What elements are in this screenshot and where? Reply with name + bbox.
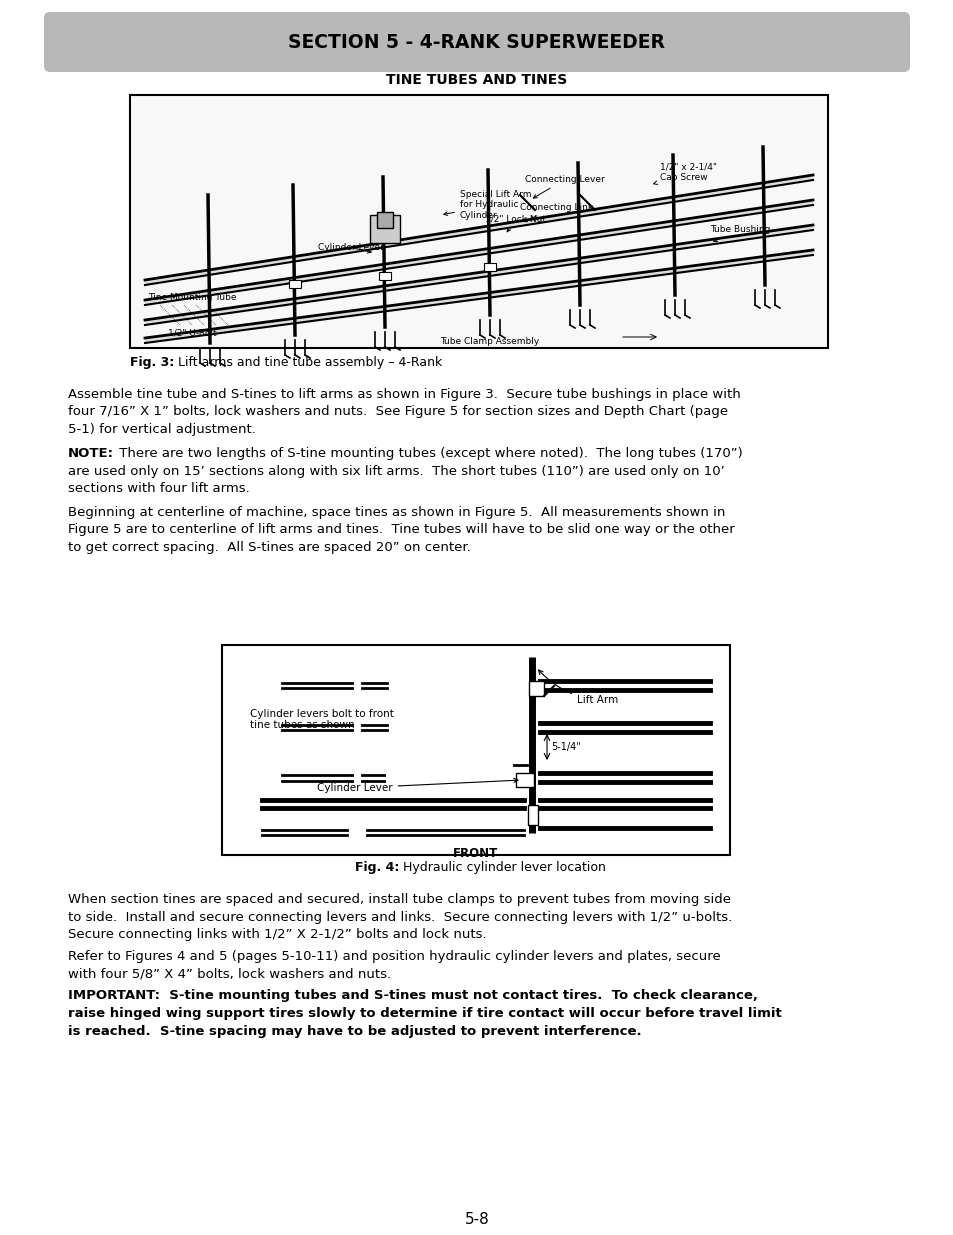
Text: 1/2" x 2-1/4"
Cap Screw: 1/2" x 2-1/4" Cap Screw	[653, 163, 717, 184]
Text: Beginning at centerline of machine, space tines as shown in Figure 5.  All measu: Beginning at centerline of machine, spac…	[68, 506, 724, 519]
Bar	[289, 280, 301, 288]
Text: to get correct spacing.  All S-tines are spaced 20” on center.: to get correct spacing. All S-tines are …	[68, 541, 470, 555]
Text: Tube Clamp Assembly: Tube Clamp Assembly	[439, 337, 538, 346]
Text: to side.  Install and secure connecting levers and links.  Secure connecting lev: to side. Install and secure connecting l…	[68, 910, 732, 924]
Polygon shape	[145, 200, 812, 305]
Text: Fig. 4:: Fig. 4:	[355, 861, 399, 874]
Text: Lift Arm: Lift Arm	[538, 671, 618, 705]
Bar	[376, 212, 393, 228]
Bar	[483, 263, 496, 270]
Text: four 7/16” X 1” bolts, lock washers and nuts.  See Figure 5 for section sizes an: four 7/16” X 1” bolts, lock washers and …	[68, 405, 727, 419]
Text: with four 5/8” X 4” bolts, lock washers and nuts.: with four 5/8” X 4” bolts, lock washers …	[68, 967, 391, 981]
Bar	[529, 680, 543, 697]
Bar	[130, 95, 827, 348]
Text: Tube Bushing: Tube Bushing	[709, 225, 770, 242]
Text: is reached.  S-tine spacing may have to be adjusted to prevent interference.: is reached. S-tine spacing may have to b…	[68, 1025, 641, 1037]
Text: Assemble tine tube and S-tines to lift arms as shown in Figure 3.  Secure tube b: Assemble tine tube and S-tines to lift a…	[68, 388, 740, 401]
Text: Connecting Link: Connecting Link	[519, 203, 593, 222]
Text: Special Lift Arm
for Hydraulic
Cylinder: Special Lift Arm for Hydraulic Cylinder	[443, 190, 531, 220]
Text: Cylinder Lever: Cylinder Lever	[317, 243, 383, 253]
Polygon shape	[145, 225, 812, 325]
Bar	[527, 805, 537, 825]
Bar	[370, 215, 399, 243]
FancyBboxPatch shape	[44, 12, 909, 72]
Text: raise hinged wing support tires slowly to determine if tire contact will occur b: raise hinged wing support tires slowly t…	[68, 1007, 781, 1020]
Text: Secure connecting links with 1/2” X 2-1/2” bolts and lock nuts.: Secure connecting links with 1/2” X 2-1/…	[68, 927, 486, 941]
Bar	[378, 272, 391, 280]
Text: Lift arms and tine tube assembly – 4-Rank: Lift arms and tine tube assembly – 4-Ran…	[170, 356, 442, 369]
Text: SECTION 5 - 4-RANK SUPERWEEDER: SECTION 5 - 4-RANK SUPERWEEDER	[288, 32, 665, 52]
Text: Cylinder Lever: Cylinder Lever	[316, 778, 517, 793]
Text: Cylinder levers bolt to front: Cylinder levers bolt to front	[250, 709, 394, 719]
Text: Tine Mounting Tube: Tine Mounting Tube	[148, 293, 236, 303]
Text: 5-1) for vertical adjustment.: 5-1) for vertical adjustment.	[68, 424, 255, 436]
Text: are used only on 15’ sections along with six lift arms.  The short tubes (110”) : are used only on 15’ sections along with…	[68, 464, 724, 478]
Text: 5-1/4": 5-1/4"	[551, 742, 580, 752]
Text: NOTE:: NOTE:	[68, 447, 113, 459]
Polygon shape	[145, 249, 812, 343]
Text: TINE TUBES AND TINES: TINE TUBES AND TINES	[386, 73, 567, 86]
Text: Connecting Lever: Connecting Lever	[524, 175, 604, 198]
Text: IMPORTANT:  S-tine mounting tubes and S-tines must not contact tires.  To check : IMPORTANT: S-tine mounting tubes and S-t…	[68, 989, 758, 1003]
Text: Fig. 3:: Fig. 3:	[130, 356, 174, 369]
Text: 5-8: 5-8	[464, 1212, 489, 1228]
Text: There are two lengths of S-tine mounting tubes (except where noted).  The long t: There are two lengths of S-tine mounting…	[115, 447, 742, 459]
Text: Figure 5 are to centerline of lift arms and tines.  Tine tubes will have to be s: Figure 5 are to centerline of lift arms …	[68, 524, 734, 536]
Text: 1/2" U-Bolt: 1/2" U-Bolt	[168, 329, 216, 337]
Text: When section tines are spaced and secured, install tube clamps to prevent tubes : When section tines are spaced and secure…	[68, 893, 730, 906]
Text: sections with four lift arms.: sections with four lift arms.	[68, 482, 250, 495]
Text: 1/2" Lock Nut: 1/2" Lock Nut	[484, 215, 545, 232]
Bar	[222, 645, 729, 855]
Polygon shape	[145, 175, 812, 285]
Text: Hydraulic cylinder lever location: Hydraulic cylinder lever location	[395, 861, 605, 874]
Bar	[516, 773, 534, 787]
Text: Refer to Figures 4 and 5 (pages 5-10-11) and position hydraulic cylinder levers : Refer to Figures 4 and 5 (pages 5-10-11)…	[68, 950, 720, 963]
Text: tine tubes as shown: tine tubes as shown	[250, 720, 355, 730]
Text: FRONT: FRONT	[453, 847, 498, 860]
